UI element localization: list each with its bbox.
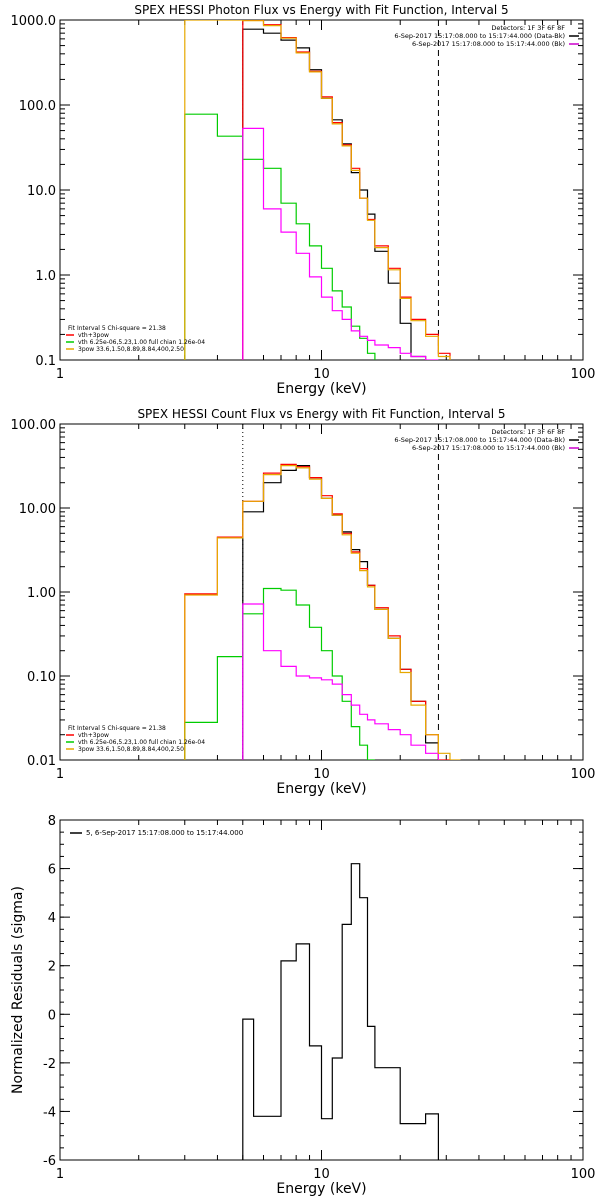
plot-frame (59, 423, 584, 761)
x-tick-label: 100 (571, 367, 596, 382)
legend-entry: 3pow 33.6,1.50,8.89,8.84,400,2.50 (78, 746, 184, 753)
x-axis-label: Energy (keV) (276, 781, 366, 797)
y-tick-label: -2 (43, 1057, 56, 1072)
y-tick-label: -6 (43, 1154, 56, 1169)
y-tick-label: 10.00 (19, 502, 56, 517)
plot-frame (59, 19, 584, 361)
legend-entry: 6-Sep-2017 15:17:08.000 to 15:17:44.000 … (394, 436, 565, 444)
legend-entry: vth+3pow (78, 332, 109, 339)
data-area (242, 863, 439, 1160)
x-tick-label: 1 (56, 1167, 64, 1182)
legend-entry: vth 6.25e-06,5.23,1.00 full chian 1.26e-… (78, 339, 205, 346)
y-tick-label: 6 (48, 863, 56, 878)
y-tick-label: 0.1 (35, 354, 56, 369)
plot-frame (59, 819, 584, 1161)
legend-entry: Detectors: 1F 3F 6F 8F (491, 428, 565, 436)
series-line-resid-0 (242, 863, 439, 1160)
data-area (184, 424, 461, 760)
legend-entry: 3pow 33.6,1.50,8.89,8.84,400,2.50 (78, 346, 184, 353)
x-tick-label: 1 (56, 367, 64, 382)
y-tick-label: 2 (48, 960, 56, 975)
y-tick-label: 1.0 (35, 269, 56, 284)
x-tick-label: 10 (313, 1167, 330, 1182)
panel-count: 1 10 100 0.01 0.10 1.00 10.00 100.00 SPEX HESSI … (11, 407, 596, 797)
legend-entry: Detectors: 1F 3F 6F 8F (491, 24, 565, 32)
series-line-count-2 (184, 587, 375, 760)
y-tick-label: 1.00 (27, 586, 56, 601)
series-line-photon-0 (242, 28, 439, 360)
legend-entry: 6-Sep-2017 15:17:08.000 to 15:17:44.000 … (412, 40, 565, 48)
series-line-count-0 (242, 465, 439, 760)
y-axis-label: Normalized Residuals (sigma) (10, 886, 26, 1094)
y-tick-label: 0.10 (27, 670, 56, 685)
x-tick-label: 10 (313, 367, 330, 382)
series-line-count-3 (242, 603, 439, 760)
x-tick-label: 100 (571, 1167, 596, 1182)
y-tick-label: 10.0 (27, 184, 56, 199)
y-tick-label: 8 (48, 814, 56, 829)
x-axis-label: Energy (keV) (276, 381, 366, 397)
legend-entry: Fit Interval 5 Chi-square = 21.38 (68, 325, 166, 332)
x-axis-label: Energy (keV) (276, 1181, 366, 1197)
x-tick-label: 1 (56, 767, 64, 782)
legend-entry: 6-Sep-2017 15:17:08.000 to 15:17:44.000 … (412, 444, 565, 452)
series-line-count-4 (184, 465, 461, 760)
series-line-photon-3 (242, 127, 439, 360)
y-tick-label: 100.0 (19, 99, 56, 114)
chart-title: SPEX HESSI Photon Flux vs Energy with Fi… (134, 3, 508, 17)
series-line-photon-4 (184, 20, 451, 360)
panel-resid: 1 10 100 -6 -4 -2 0 2 4 6 8 Energy (keV) Normalized … (10, 814, 595, 1197)
series-line-count-1 (184, 463, 450, 760)
series-line-photon-2 (184, 113, 376, 360)
legend-entry: vth+3pow (78, 732, 109, 739)
legend-entry: vth 6.25e-06,5.23,1.00 full chian 1.26e-… (78, 739, 205, 746)
legend-entry: 6-Sep-2017 15:17:08.000 to 15:17:44.000 … (394, 32, 565, 40)
x-tick-label: 10 (313, 767, 330, 782)
series-line-photon-1 (242, 20, 451, 360)
legend-entry: 5, 6-Sep-2017 15:17:08.000 to 15:17:44.0… (86, 829, 243, 837)
data-area (184, 20, 451, 360)
y-tick-label: 100.00 (11, 418, 57, 433)
y-tick-label: 1000.0 (11, 14, 57, 29)
y-tick-label: 0.01 (27, 754, 56, 769)
y-tick-label: 4 (48, 911, 56, 926)
panel-photon: 1 10 100 0.1 1.0 10.0 100.0 1000.0 SPEX HESSI Ph… (11, 3, 596, 397)
chart-title: SPEX HESSI Count Flux vs Energy with Fit… (137, 407, 505, 421)
y-tick-label: -4 (43, 1105, 56, 1120)
legend-entry: Fit Interval 5 Chi-square = 21.38 (68, 725, 166, 732)
x-tick-label: 100 (571, 767, 596, 782)
y-tick-label: 0 (48, 1008, 56, 1023)
